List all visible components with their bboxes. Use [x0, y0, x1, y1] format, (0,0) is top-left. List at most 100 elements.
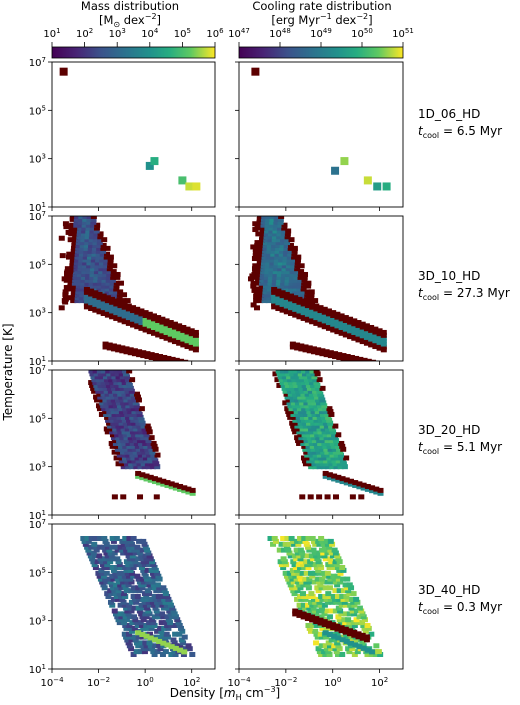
heatmap-cell	[372, 338, 379, 344]
heatmap-cell	[326, 585, 333, 591]
heatmap-cell	[330, 429, 337, 435]
heatmap-cell	[327, 538, 334, 544]
heatmap-cell	[373, 489, 380, 495]
heatmap-cell	[322, 473, 329, 479]
heatmap-cell	[351, 611, 358, 617]
heatmap-cell	[72, 269, 79, 275]
heatmap-cell	[123, 605, 130, 611]
heatmap-cell	[117, 314, 124, 320]
heatmap-cell	[88, 300, 95, 306]
heatmap-cell	[291, 377, 298, 383]
heatmap-cell	[359, 324, 366, 330]
y-tick-label: 105	[29, 104, 46, 117]
heatmap-cell	[139, 585, 146, 591]
heatmap-cell	[103, 570, 110, 576]
heatmap-cell	[154, 611, 161, 617]
heatmap-cell	[149, 461, 156, 467]
heatmap-cell	[133, 452, 140, 458]
heatmap-cell	[286, 411, 293, 417]
heatmap-cell	[68, 225, 75, 231]
heatmap-cell	[347, 322, 354, 328]
heatmap-cell	[152, 596, 159, 602]
heatmap-cell	[121, 301, 128, 307]
heatmap-cell	[333, 438, 340, 444]
heatmap-cell	[152, 576, 159, 582]
heatmap-cell	[292, 429, 299, 435]
heatmap-cell	[110, 567, 117, 573]
heatmap-cell	[107, 388, 114, 394]
heatmap-cell	[80, 274, 87, 280]
heatmap-cell	[340, 461, 347, 467]
heatmap-cell	[100, 289, 107, 295]
heatmap-cell	[284, 274, 291, 280]
heatmap-cell	[108, 403, 115, 409]
heatmap-cell	[324, 494, 331, 500]
heatmap-cell	[261, 298, 268, 304]
heatmap-cell	[304, 380, 311, 386]
heatmap-cell	[247, 276, 254, 282]
heatmap-cell	[138, 320, 145, 326]
heatmap-cell	[338, 319, 345, 325]
heatmap-cell	[134, 312, 141, 318]
heatmap-cell	[294, 263, 301, 269]
heatmap-cell	[285, 269, 292, 275]
heatmap-cell	[338, 602, 345, 608]
heatmap-cell	[195, 363, 201, 368]
heatmap-cell	[360, 645, 367, 651]
heatmap-cell	[311, 461, 318, 467]
heatmap-cell	[351, 652, 358, 657]
heatmap-cell	[304, 553, 311, 559]
heatmap-cell	[102, 263, 109, 269]
panel-frame	[238, 215, 404, 362]
heatmap-cell	[264, 266, 271, 272]
heatmap-cell	[340, 634, 347, 640]
heatmap-cell	[124, 400, 131, 406]
heatmap-cell	[275, 240, 282, 246]
heatmap-cell	[93, 269, 100, 275]
heatmap-cell	[314, 634, 321, 640]
heatmap-cell	[125, 582, 132, 588]
heatmap-cell	[125, 380, 132, 386]
heatmap-cell	[376, 328, 383, 334]
heatmap-cell	[318, 420, 325, 426]
heatmap-cell	[97, 271, 104, 277]
heatmap-cell	[363, 337, 370, 343]
heatmap-cell	[90, 559, 97, 565]
heatmap-cell	[61, 276, 68, 282]
heatmap-cell	[101, 585, 108, 591]
heatmap-cell	[273, 219, 280, 225]
heatmap-cell	[163, 332, 170, 338]
heatmap-cell	[351, 327, 358, 333]
heatmap-cell	[302, 576, 309, 582]
heatmap-cell	[119, 596, 126, 602]
heatmap-cell	[309, 307, 316, 313]
heatmap-cell	[267, 283, 274, 289]
heatmap-cell	[262, 286, 269, 292]
heatmap-cell	[298, 411, 305, 417]
heatmap-cell	[301, 536, 308, 541]
heatmap-cell	[144, 435, 151, 441]
colorbar-mass	[51, 46, 216, 59]
heatmap-cell	[125, 403, 132, 409]
heatmap-cell	[307, 438, 314, 444]
heatmap-cell	[296, 582, 303, 588]
heatmap-cell	[316, 438, 323, 444]
heatmap-cell	[339, 652, 346, 657]
heatmap-cell	[134, 324, 141, 330]
heatmap-cell	[99, 579, 106, 585]
heatmap-cell	[311, 579, 318, 585]
heatmap-cell	[176, 340, 183, 346]
heatmap-cell	[81, 222, 88, 228]
heatmap-cell	[263, 234, 270, 240]
heatmap-cell	[286, 579, 293, 585]
heatmap-cell	[71, 286, 78, 292]
heatmap-cell	[120, 449, 127, 455]
heatmap-cell	[327, 435, 334, 441]
heatmap-cell	[307, 608, 314, 614]
heatmap-cell	[279, 286, 286, 292]
heatmap-cell	[284, 382, 291, 388]
heatmap-cell	[88, 306, 95, 312]
heatmap-cell	[88, 370, 95, 374]
heatmap-cell	[267, 237, 274, 243]
heatmap-cell	[331, 547, 338, 553]
